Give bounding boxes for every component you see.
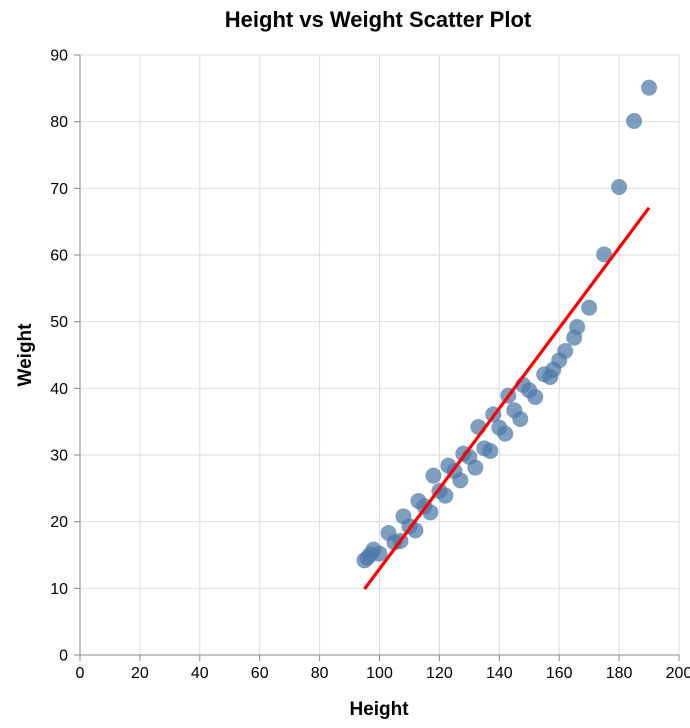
trend-line-group bbox=[363, 206, 651, 590]
x-tick-label: 180 bbox=[606, 665, 633, 682]
y-tick-label: 60 bbox=[50, 248, 68, 265]
chart-title: Height vs Weight Scatter Plot bbox=[225, 7, 532, 32]
x-tick-label: 200 bbox=[666, 665, 690, 682]
y-axis-ticks: 0 10 20 30 40 50 60 70 80 90 bbox=[50, 48, 80, 665]
data-point bbox=[467, 459, 484, 476]
data-point bbox=[425, 467, 442, 484]
x-tick-label: 80 bbox=[311, 665, 329, 682]
x-tick-label: 40 bbox=[191, 665, 209, 682]
y-tick-label: 40 bbox=[50, 381, 68, 398]
x-axis-ticks: 0 20 40 60 80 100 120 140 160 180 200 bbox=[76, 655, 690, 682]
y-tick-label: 30 bbox=[50, 448, 68, 465]
x-tick-label: 120 bbox=[426, 665, 453, 682]
data-point bbox=[569, 319, 586, 335]
data-point bbox=[611, 179, 628, 195]
y-tick-label: 90 bbox=[50, 48, 68, 65]
data-point bbox=[512, 411, 529, 427]
y-tick-label: 50 bbox=[50, 314, 68, 331]
y-tick-label: 10 bbox=[50, 581, 68, 598]
data-point bbox=[557, 343, 574, 359]
data-point bbox=[596, 246, 613, 263]
x-tick-label: 160 bbox=[546, 665, 573, 682]
data-point bbox=[497, 425, 514, 442]
data-point bbox=[482, 443, 499, 459]
x-tick-label: 20 bbox=[131, 665, 149, 682]
y-tick-label: 70 bbox=[50, 181, 68, 198]
y-tick-label: 0 bbox=[59, 648, 68, 665]
data-point bbox=[626, 113, 643, 129]
data-point bbox=[641, 79, 658, 96]
data-point bbox=[437, 487, 454, 504]
y-tick-label: 20 bbox=[50, 514, 68, 531]
x-tick-label: 140 bbox=[486, 665, 513, 682]
y-tick-label: 80 bbox=[50, 114, 68, 131]
data-points bbox=[356, 79, 658, 569]
x-tick-label: 60 bbox=[251, 665, 269, 682]
data-point bbox=[371, 545, 388, 562]
grid bbox=[79, 54, 680, 656]
x-tick-label: 0 bbox=[76, 665, 85, 682]
trend-line bbox=[363, 206, 651, 590]
data-point bbox=[452, 472, 469, 489]
data-point bbox=[581, 299, 598, 316]
x-axis-title: Height bbox=[349, 699, 409, 720]
x-tick-label: 100 bbox=[366, 665, 393, 682]
data-point bbox=[527, 389, 544, 405]
y-axis-title: Weight bbox=[15, 323, 36, 387]
